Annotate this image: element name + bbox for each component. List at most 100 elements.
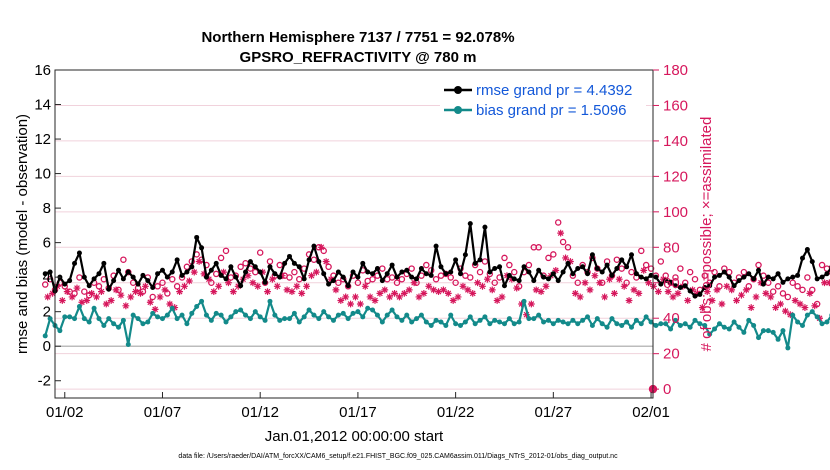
rmse-point xyxy=(414,276,420,282)
bias-point xyxy=(321,309,327,315)
assimilated-obs-marker xyxy=(381,286,389,294)
rmse-point xyxy=(653,274,659,280)
assimilated-obs-marker xyxy=(298,289,306,297)
assimilated-obs-marker xyxy=(166,300,174,308)
y-tick-label: 6 xyxy=(43,235,51,252)
assimilated-obs-marker xyxy=(513,284,521,292)
assimilated-obs-marker xyxy=(435,288,442,296)
rmse-point xyxy=(770,276,776,282)
bias-point xyxy=(433,317,439,323)
possible-obs-marker xyxy=(686,268,694,276)
y-right-tick-label: 0 xyxy=(663,381,671,398)
possible-obs-marker xyxy=(237,263,244,271)
rmse-point xyxy=(86,283,92,289)
possible-obs-marker xyxy=(76,274,83,281)
bias-point xyxy=(223,319,229,325)
bias-point xyxy=(355,309,361,315)
bias-point xyxy=(72,316,78,322)
bias-point xyxy=(213,310,219,316)
bias-point xyxy=(638,321,644,327)
rmse-point xyxy=(594,266,600,272)
rmse-point xyxy=(677,285,683,291)
bias-point xyxy=(155,314,161,320)
bias-point xyxy=(120,317,126,323)
rmse-point xyxy=(96,271,102,277)
bias-point xyxy=(96,316,102,322)
bias-point xyxy=(721,324,727,330)
possible-obs-marker xyxy=(554,219,562,226)
bias-point xyxy=(340,310,346,316)
possible-obs-marker xyxy=(291,268,298,276)
assimilated-obs-marker xyxy=(273,282,281,290)
possible-obs-marker xyxy=(296,275,303,283)
assimilated-obs-marker xyxy=(200,270,208,278)
bias-point xyxy=(389,307,395,313)
rmse-point xyxy=(42,271,48,277)
rmse-point xyxy=(560,269,566,275)
rmse-point xyxy=(203,274,209,280)
bias-point xyxy=(272,312,278,318)
assimilated-obs-marker xyxy=(527,300,535,308)
assimilated-obs-marker xyxy=(181,282,188,290)
rmse-point xyxy=(169,269,175,275)
bias-point xyxy=(555,317,561,323)
bias-point xyxy=(785,345,791,351)
bias-point xyxy=(570,317,576,323)
rmse-point xyxy=(365,269,371,275)
rmse-point xyxy=(155,271,161,277)
y-tick-label: 4 xyxy=(43,269,51,286)
bias-point xyxy=(287,316,293,322)
assimilated-obs-marker xyxy=(625,297,633,304)
bias-point xyxy=(629,324,635,330)
bias-point xyxy=(819,321,825,327)
plot-frame xyxy=(54,69,654,399)
assimilated-obs-marker xyxy=(483,275,491,283)
assimilated-obs-marker xyxy=(83,297,91,304)
possible-obs-marker xyxy=(784,293,792,301)
assimilated-obs-marker xyxy=(327,275,335,283)
possible-obs-marker xyxy=(95,283,103,290)
assimilated-obs-marker xyxy=(405,286,413,294)
assimilated-obs-marker xyxy=(596,279,604,287)
assimilated-obs-marker xyxy=(132,288,140,296)
rmse-point xyxy=(633,271,639,277)
y-right-tick-label: 180 xyxy=(663,62,688,79)
possible-obs-marker xyxy=(447,274,454,281)
assimilated-obs-marker xyxy=(68,293,76,301)
bias-point xyxy=(804,312,810,318)
bias-point xyxy=(350,310,356,316)
rmse-point xyxy=(614,266,620,272)
bias-point xyxy=(238,307,244,313)
x-tick-label: 01/07 xyxy=(144,404,182,421)
possible-obs-marker xyxy=(120,256,127,263)
possible-obs-marker xyxy=(701,272,709,279)
bias-point xyxy=(365,305,371,311)
legend-marker-rmse xyxy=(454,86,462,94)
assimilated-obs-marker xyxy=(542,282,550,290)
possible-obs-marker xyxy=(642,261,650,269)
possible-obs-marker xyxy=(398,275,406,283)
rmse-point xyxy=(482,224,488,230)
bias-point xyxy=(531,316,537,322)
bias-point xyxy=(438,319,444,325)
assimilated-obs-marker xyxy=(264,288,271,296)
bias-point xyxy=(731,319,737,325)
rmse-point xyxy=(570,271,576,277)
bias-point xyxy=(609,316,615,322)
rmse-point xyxy=(712,274,718,280)
possible-obs-marker xyxy=(657,258,665,265)
bias-point xyxy=(575,321,581,327)
bias-point xyxy=(296,319,302,325)
bias-point xyxy=(712,326,718,332)
rmse-point xyxy=(213,260,219,266)
rmse-point xyxy=(179,272,185,278)
bias-point xyxy=(668,326,674,332)
bias-point xyxy=(501,321,507,327)
bias-point xyxy=(736,324,742,330)
rmse-point xyxy=(379,278,385,284)
possible-obs-marker xyxy=(222,247,230,255)
assimilated-obs-marker xyxy=(630,286,638,294)
bias-point xyxy=(150,310,156,316)
assimilated-obs-marker xyxy=(352,293,359,301)
bias-point xyxy=(326,314,332,320)
